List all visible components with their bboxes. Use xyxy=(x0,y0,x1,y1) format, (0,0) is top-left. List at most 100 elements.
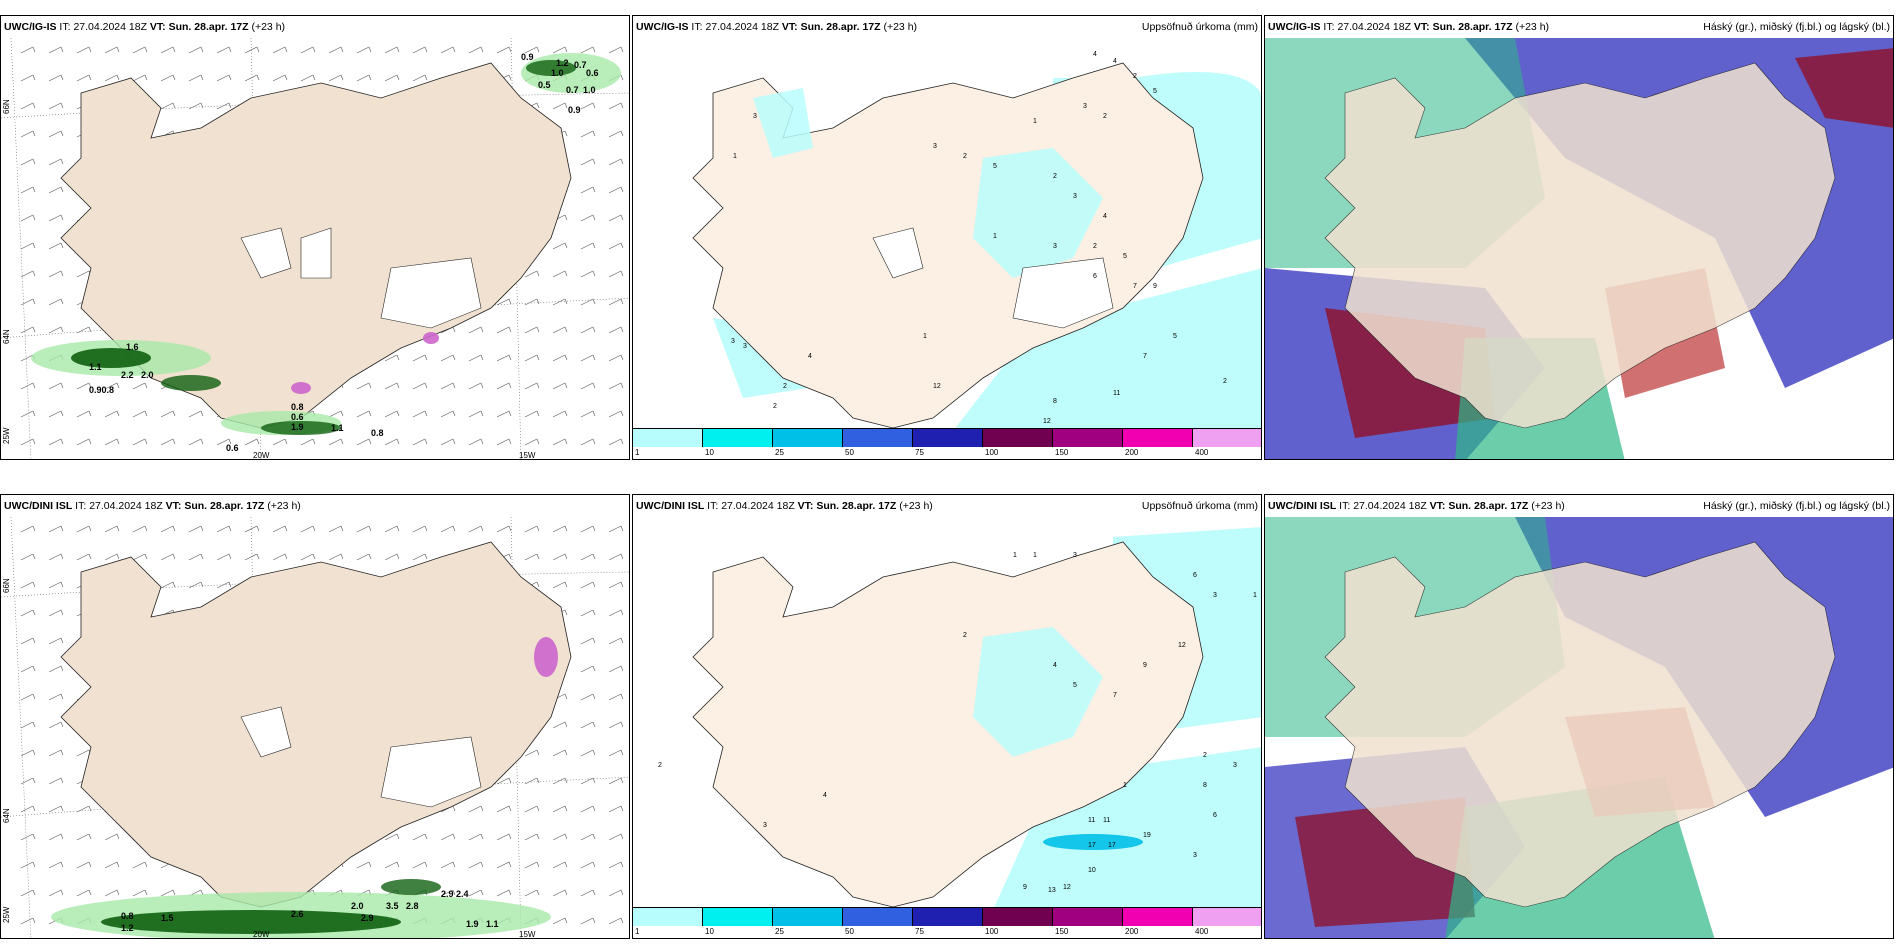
wind-barb-flag xyxy=(32,749,36,756)
lon-label: 15W xyxy=(519,451,536,460)
wind-barb xyxy=(20,270,34,278)
wind-barb xyxy=(20,298,34,306)
wind-barb xyxy=(132,553,146,561)
value-label: 2.8 xyxy=(406,901,419,911)
wind-barb-flag xyxy=(592,214,596,221)
value-label: 5 xyxy=(993,163,997,170)
value-label: 7 xyxy=(1113,692,1117,699)
colorbar-bin xyxy=(1053,908,1123,926)
wind-barb-flag xyxy=(60,270,64,277)
wind-barb-flag xyxy=(60,749,64,756)
wind-barb-flag xyxy=(396,861,400,868)
wind-barb xyxy=(412,861,426,869)
value-label: 2.9 xyxy=(361,913,374,923)
wind-barb xyxy=(524,805,538,813)
value-label: 1.5 xyxy=(161,913,174,923)
value-label: 0.5 xyxy=(538,80,551,90)
wind-barb-flag xyxy=(508,410,512,417)
colorbar-bin xyxy=(913,908,983,926)
wind-barb xyxy=(76,553,90,561)
wind-barb xyxy=(412,525,426,533)
wind-barb xyxy=(524,270,538,278)
value-label: 2 xyxy=(658,762,662,769)
wind-barb xyxy=(328,410,342,418)
wind-barb xyxy=(188,438,202,446)
wind-barb xyxy=(20,74,34,82)
wind-barb xyxy=(608,665,622,673)
wind-barb-flag xyxy=(144,438,148,445)
wind-barb-flag xyxy=(620,609,624,616)
wind-barb-flag xyxy=(592,46,596,53)
wind-barb xyxy=(132,889,146,897)
wind-barb-flag xyxy=(172,581,176,588)
wind-barb xyxy=(580,186,594,194)
wind-barb xyxy=(412,553,426,561)
value-label: 7 xyxy=(1143,353,1147,360)
value-label: 1.9 xyxy=(291,422,304,432)
wind-barb-flag xyxy=(620,581,624,588)
wind-barb-flag xyxy=(592,917,596,924)
colorbar-bin xyxy=(843,908,913,926)
wind-barb xyxy=(468,861,482,869)
wind-barb xyxy=(104,861,118,869)
wind-barb-flag xyxy=(480,46,484,53)
wind-barb-flag xyxy=(620,186,624,193)
value-label: 7 xyxy=(1133,283,1137,290)
wind-barb xyxy=(20,553,34,561)
wind-barb-flag xyxy=(536,298,540,305)
wind-barb-flag xyxy=(340,553,344,560)
vt-label: VT: xyxy=(797,500,814,512)
wind-barb xyxy=(300,438,314,446)
value-label: 11 xyxy=(1088,817,1095,824)
wind-barb-flag xyxy=(620,102,624,109)
wind-barb-flag xyxy=(620,46,624,53)
lat-label: 64N xyxy=(2,808,11,823)
colorbar-bin xyxy=(983,908,1053,926)
value-label: 2.9 xyxy=(441,889,454,899)
value-label: 3 xyxy=(1193,852,1197,859)
wind-barb xyxy=(412,354,426,362)
wind-barb xyxy=(496,438,510,446)
wind-barb xyxy=(76,46,90,54)
wind-barb-flag xyxy=(564,805,568,812)
wind-barb-flag xyxy=(592,581,596,588)
wind-barb xyxy=(356,46,370,54)
wind-barb-flag xyxy=(32,917,36,924)
wind-barb xyxy=(300,46,314,54)
wind-barb xyxy=(188,74,202,82)
wind-barb-flag xyxy=(592,833,596,840)
value-label: 0.6 xyxy=(291,412,304,422)
wind-barb-flag xyxy=(620,326,624,333)
wind-barb xyxy=(440,861,454,869)
wind-barb-flag xyxy=(200,46,204,53)
colorbar-label: 50 xyxy=(845,448,854,457)
wind-barb-flag xyxy=(116,553,120,560)
value-label: 0.90.8 xyxy=(89,385,114,395)
wind-barb xyxy=(328,553,342,561)
wind-barb xyxy=(552,326,566,334)
wind-barb xyxy=(188,525,202,533)
wind-barb-flag xyxy=(396,74,400,81)
wind-barb-flag xyxy=(592,158,596,165)
wind-barb-flag xyxy=(32,553,36,560)
precip-map: 4 4 2 5 3 2 3 1 2 1 3 5 2 3 1 4 3 2 5 6 … xyxy=(692,51,1261,431)
it-value: 27.04.2024 18Z xyxy=(73,21,147,33)
wind-barb-flag xyxy=(32,861,36,868)
panel-wind-dini: UWC/DINI ISL IT: 27.04.2024 18Z VT: Sun.… xyxy=(0,494,630,939)
value-label: 1 xyxy=(923,333,927,340)
value-label: 8 xyxy=(1203,782,1207,789)
wind-barb xyxy=(524,833,538,841)
wind-barb-flag xyxy=(620,525,624,532)
wind-barb-flag xyxy=(368,74,372,81)
value-label: 3 xyxy=(731,338,735,345)
value-label: 17 xyxy=(1088,842,1096,849)
wind-barb-flag xyxy=(312,438,316,445)
wind-barb-flag xyxy=(536,46,540,53)
wind-barb-flag xyxy=(620,805,624,812)
wind-barb xyxy=(580,382,594,390)
wind-barb xyxy=(272,46,286,54)
wind-barb xyxy=(440,382,454,390)
wind-barb xyxy=(580,693,594,701)
wind-barb-flag xyxy=(32,665,36,672)
wind-barb-flag xyxy=(592,665,596,672)
